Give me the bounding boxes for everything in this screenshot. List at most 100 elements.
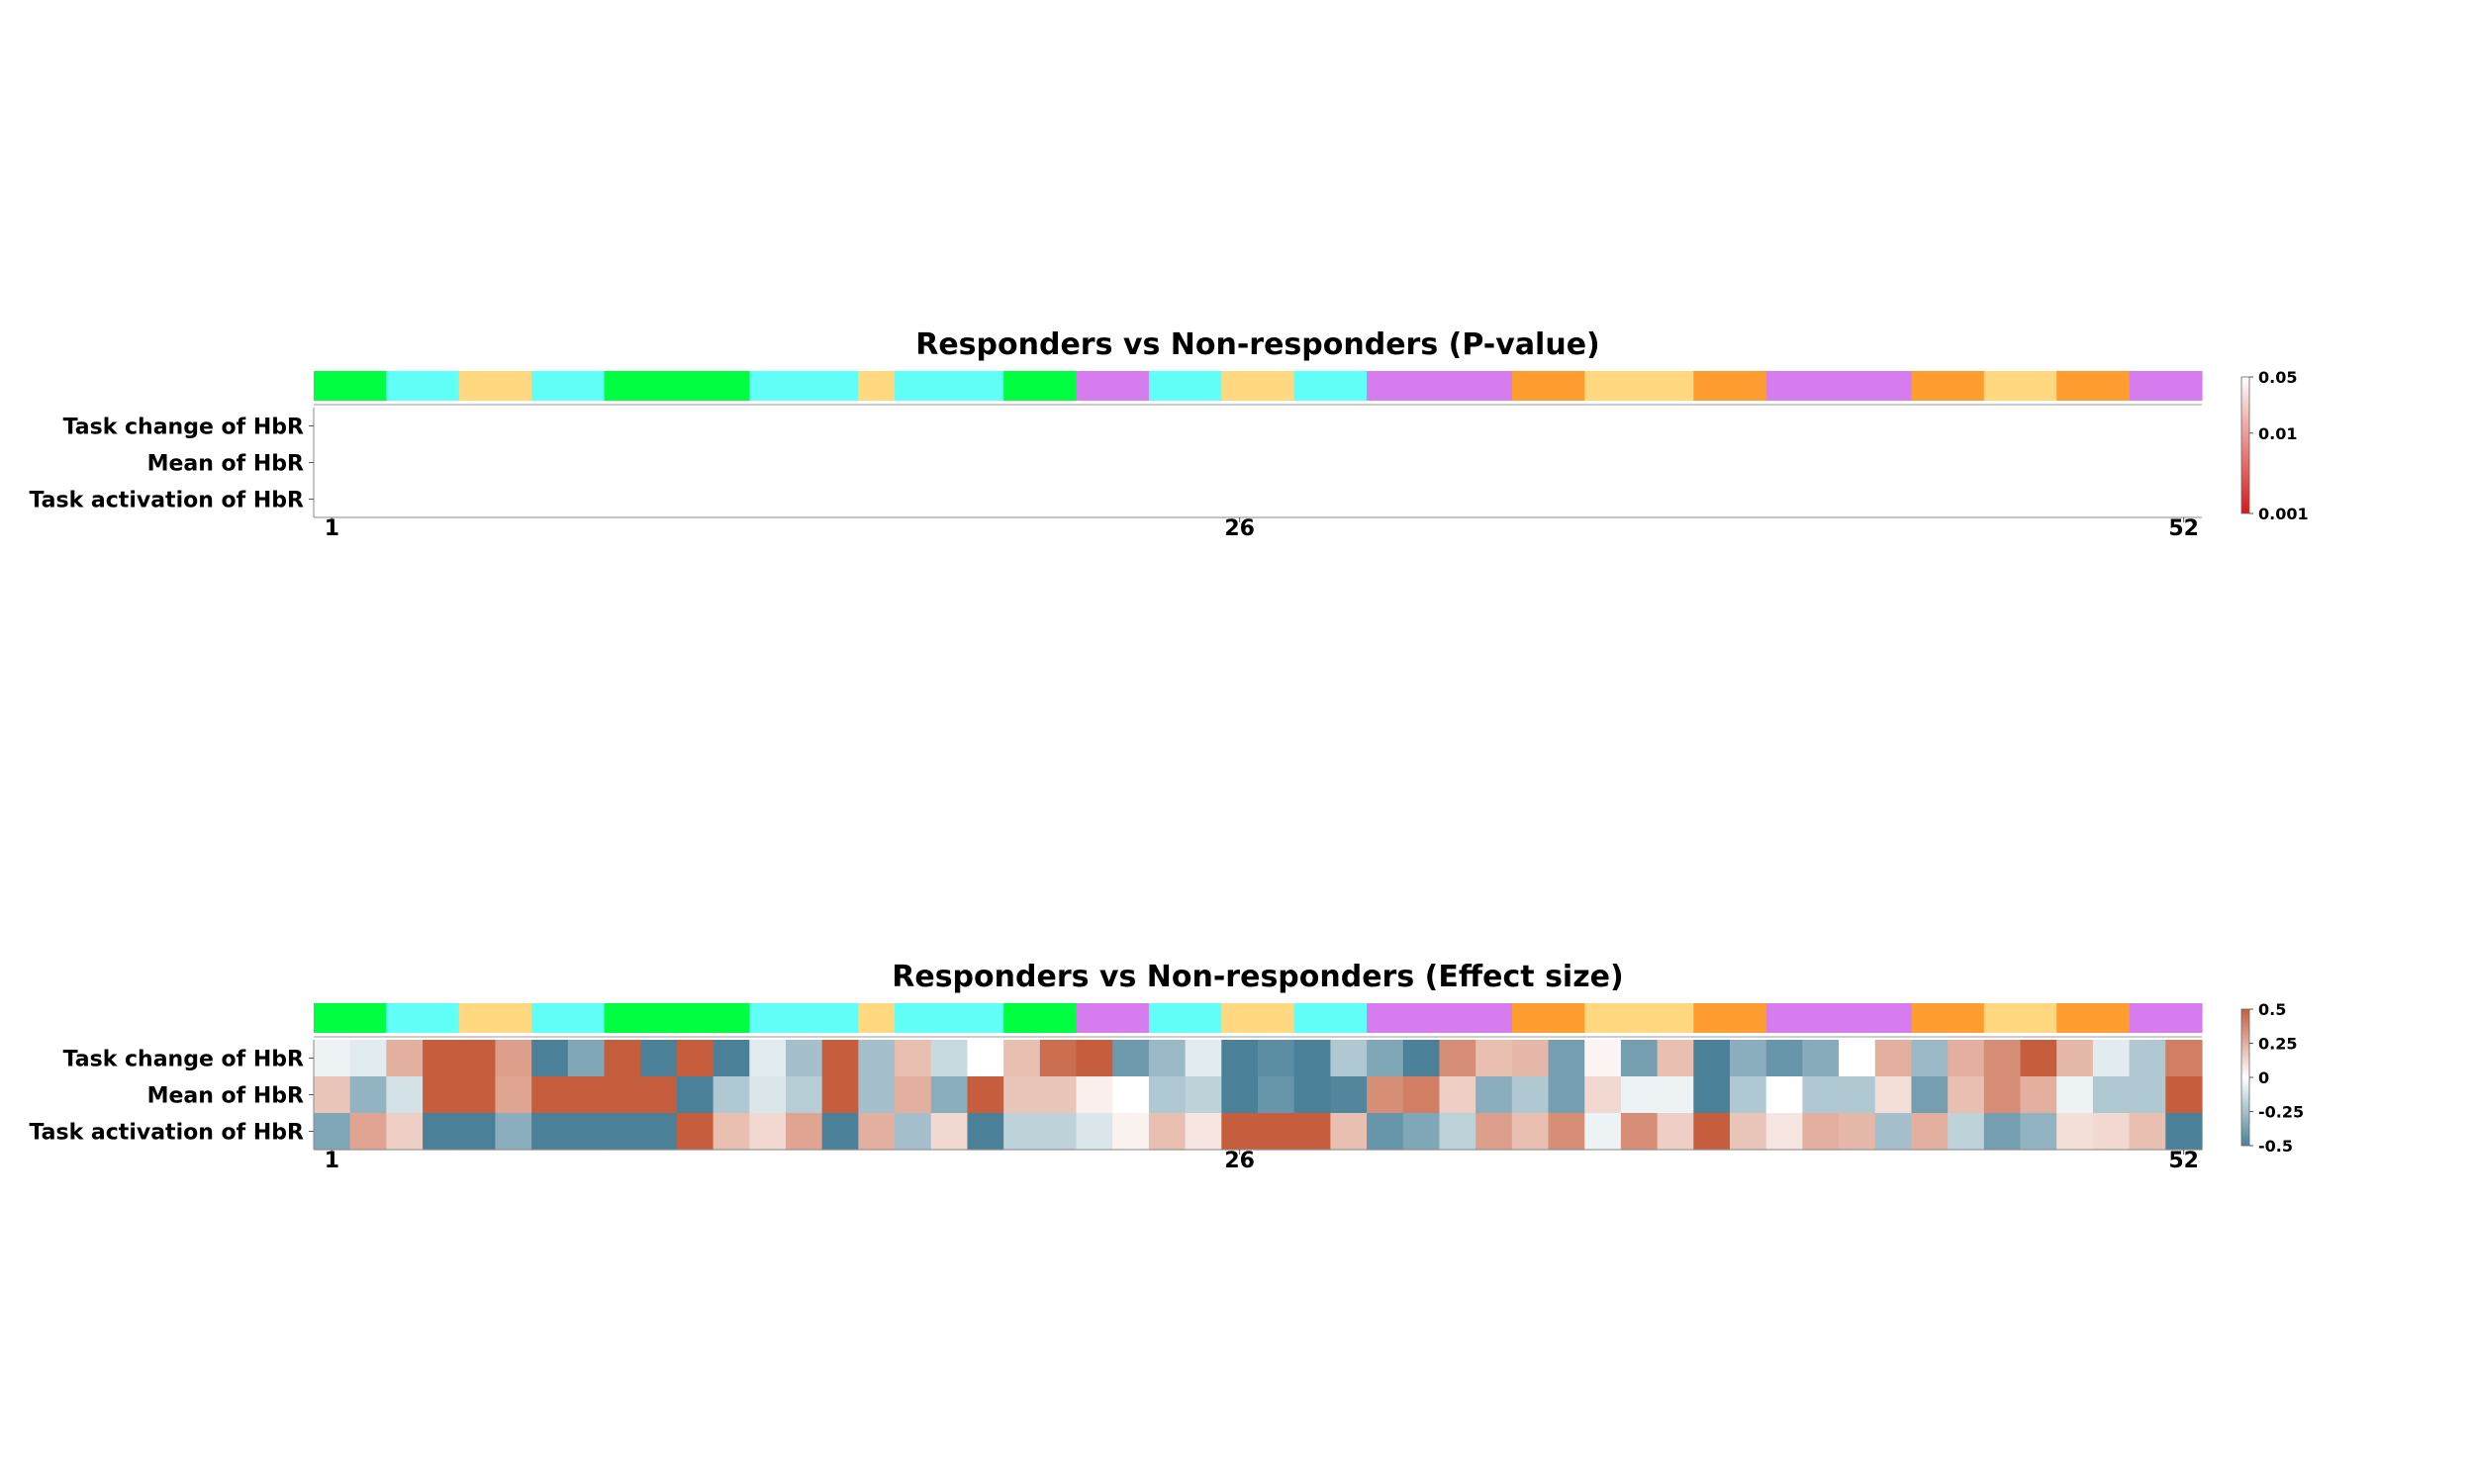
heatmap-cell: [349, 1040, 387, 1077]
heatmap-cell: [967, 1113, 1004, 1151]
region-strip-cell: [1874, 1003, 1913, 1033]
heatmap-cell: [1003, 1113, 1041, 1151]
heatmap-cell: [1730, 1113, 1767, 1151]
region-strip-cell: [1584, 1003, 1622, 1033]
heatmap-cell: [821, 1076, 859, 1114]
region-strip-cell: [713, 1003, 750, 1033]
heatmap-cell: [386, 1113, 424, 1151]
heatmap-cell: [1475, 1113, 1513, 1151]
heatmap-cell: [930, 1040, 969, 1077]
heatmap-empty-area: [314, 408, 2202, 517]
region-strip-cell: [1548, 1003, 1585, 1033]
heatmap-cell: [604, 1040, 641, 1077]
heatmap-cell: [1112, 1040, 1150, 1077]
region-strip-cell: [423, 1003, 460, 1033]
heatmap-cell: [604, 1113, 641, 1151]
heatmap-cell: [1657, 1113, 1694, 1151]
heatmap-cell: [2020, 1076, 2057, 1114]
heatmap-cell: [895, 1113, 932, 1151]
region-strip-cell: [640, 1003, 678, 1033]
region-strip-cell: [1765, 371, 1803, 401]
heatmap-cell: [676, 1076, 714, 1114]
heatmap-cell: [1730, 1076, 1767, 1114]
heatmap-cell: [1293, 1040, 1331, 1077]
region-strip-cell: [386, 371, 424, 401]
heatmap-cell: [458, 1040, 497, 1077]
x-tick-label: 26: [1224, 516, 1255, 541]
region-strip-cell: [1948, 1003, 1985, 1033]
region-strip-cell: [1293, 371, 1331, 401]
heatmap-cell: [1039, 1113, 1078, 1151]
region-strip-cell: [1911, 1003, 1949, 1033]
heatmap-cell: [1620, 1040, 1659, 1077]
colorbar-tick-label: 0.25: [2258, 1035, 2297, 1054]
heatmap-cell: [604, 1076, 641, 1114]
region-strip-cell: [1402, 371, 1441, 401]
region-strip-cell: [2056, 371, 2094, 401]
heatmap-cell: [2056, 1040, 2094, 1077]
heatmap-cell: [1730, 1040, 1767, 1077]
heatmap-cell: [1258, 1113, 1295, 1151]
region-strip-cell: [1221, 371, 1259, 401]
heatmap-cell: [1657, 1076, 1694, 1114]
heatmap-cell: [531, 1113, 569, 1151]
heatmap-cell: [786, 1113, 823, 1151]
heatmap-cell: [1330, 1040, 1368, 1077]
heatmap-cell: [749, 1113, 787, 1151]
region-strip-cell: [1657, 1003, 1694, 1033]
region-strip-cell: [2129, 371, 2166, 401]
heatmap-cell: [1693, 1040, 1731, 1077]
region-strip-cell: [858, 1003, 896, 1033]
heatmap-cell: [676, 1040, 714, 1077]
x-tick-label: 52: [2168, 516, 2199, 541]
heatmap-cell: [1076, 1076, 1113, 1114]
heatmap-cell: [640, 1040, 678, 1077]
heatmap-cell: [386, 1076, 424, 1114]
region-strip-cell: [895, 1003, 932, 1033]
heatmap-cell: [386, 1040, 424, 1077]
region-strip-cell: [1439, 371, 1476, 401]
region-strip-cell: [786, 371, 823, 401]
heatmap-cell: [1620, 1076, 1659, 1114]
row-label: Mean of HbR: [147, 452, 304, 477]
region-strip-cell: [1330, 1003, 1368, 1033]
heatmap-cell: [314, 1040, 351, 1077]
heatmap-cell: [349, 1113, 387, 1151]
x-tick-label: 52: [2168, 1149, 2199, 1173]
region-strip-cell: [1657, 371, 1694, 401]
heatmap-cell: [423, 1076, 460, 1114]
heatmap-cell: [1402, 1076, 1441, 1114]
heatmap-cell: [1330, 1076, 1368, 1114]
heatmap-cell: [1911, 1076, 1949, 1114]
heatmap-cell: [567, 1040, 606, 1077]
heatmap-cell: [930, 1113, 969, 1151]
region-strip-cell: [2129, 1003, 2166, 1033]
heatmap-cell: [1983, 1040, 2022, 1077]
region-strip-cell: [1948, 371, 1985, 401]
heatmap-cell: [1112, 1113, 1150, 1151]
region-strip-cell: [1076, 1003, 1113, 1033]
heatmap-cell: [1983, 1076, 2022, 1114]
colorbar-tick-label: -0.5: [2258, 1137, 2293, 1156]
heatmap-cell: [567, 1076, 606, 1114]
heatmap-cell: [1221, 1040, 1259, 1077]
region-strip-cell: [1620, 1003, 1659, 1033]
heatmap-cell: [676, 1113, 714, 1151]
colorbar: [2240, 376, 2250, 514]
heatmap-cell: [1185, 1040, 1222, 1077]
region-strip-cell: [531, 371, 569, 401]
region-strip-cell: [713, 371, 750, 401]
heatmap-cell: [314, 1076, 351, 1114]
heatmap-cell: [1148, 1113, 1187, 1151]
heatmap-cell: [1839, 1113, 1876, 1151]
region-strip-cell: [1475, 1003, 1513, 1033]
region-strip-cell: [314, 1003, 351, 1033]
region-strip-cell: [1911, 371, 1949, 401]
heatmap-cell: [1948, 1113, 1985, 1151]
region-strip-cell: [676, 1003, 714, 1033]
region-strip-cell: [458, 1003, 497, 1033]
heatmap-cell: [858, 1113, 896, 1151]
heatmap-cell: [423, 1113, 460, 1151]
heatmap-cell: [1439, 1040, 1476, 1077]
heatmap-cell: [1511, 1076, 1550, 1114]
